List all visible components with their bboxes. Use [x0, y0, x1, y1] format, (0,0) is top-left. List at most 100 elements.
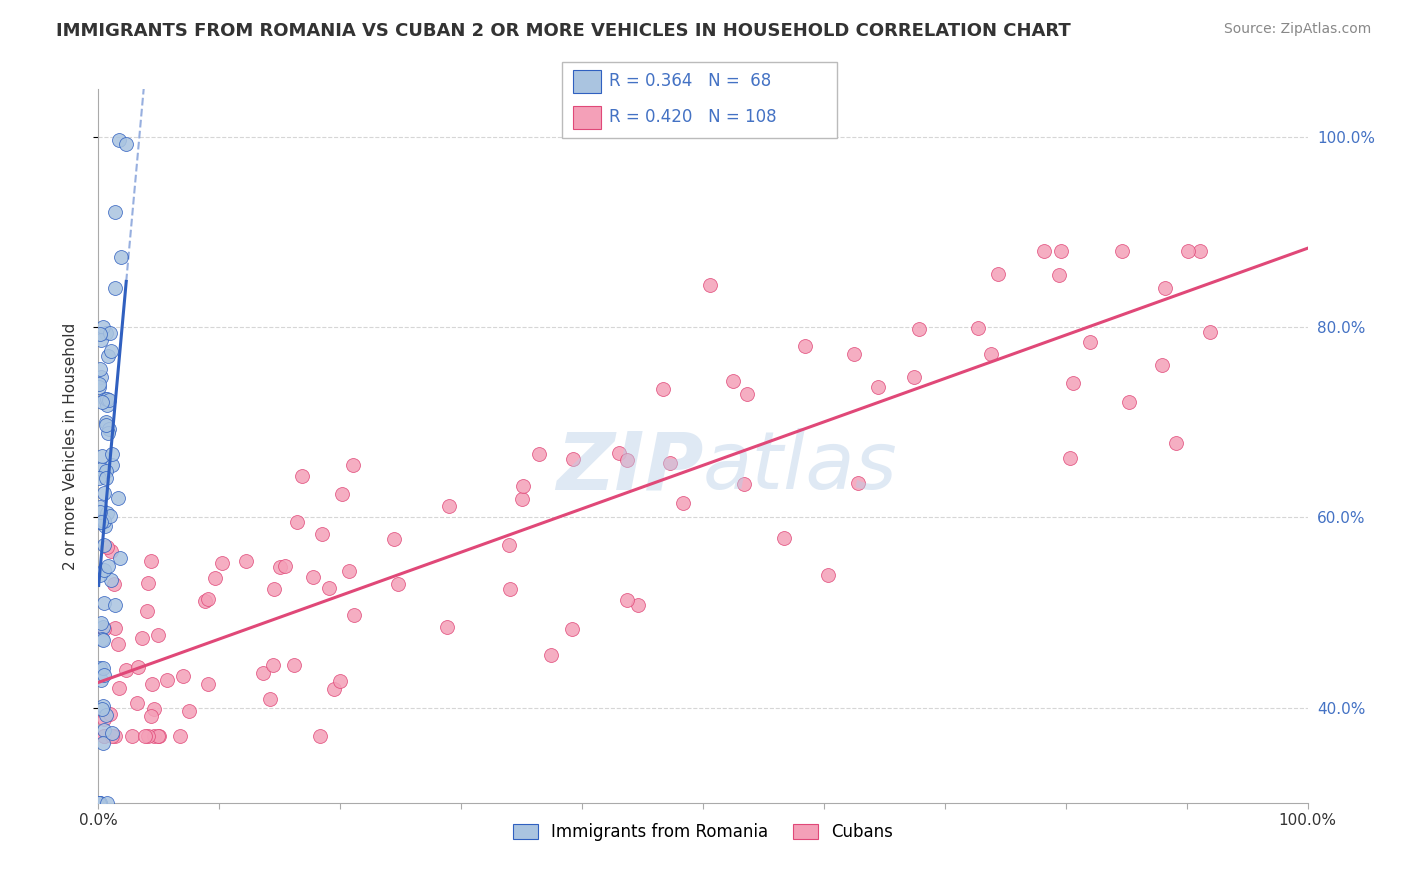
Point — [107, 637, 129, 651]
Point — [100, 725, 122, 739]
Point — [101, 458, 124, 472]
Point — [329, 673, 352, 688]
Point — [529, 447, 551, 461]
Point — [89, 505, 111, 519]
Y-axis label: 2 or more Vehicles in Household: 2 or more Vehicles in Household — [63, 322, 77, 570]
Point — [318, 581, 340, 595]
Point — [263, 582, 285, 596]
Point — [87, 516, 110, 530]
Point — [91, 620, 114, 634]
Point — [108, 133, 131, 147]
Point — [104, 598, 127, 612]
Point — [794, 339, 817, 353]
Point — [93, 729, 115, 743]
Point — [100, 574, 122, 588]
Point — [87, 380, 110, 394]
Point — [143, 729, 166, 743]
Point — [733, 477, 755, 491]
Point — [135, 604, 157, 618]
Point — [235, 554, 257, 568]
Point — [987, 267, 1010, 281]
Point — [134, 729, 156, 743]
Point — [96, 540, 118, 554]
Point — [91, 736, 114, 750]
Point — [96, 392, 118, 407]
Point — [1047, 268, 1070, 282]
Point — [343, 608, 366, 623]
Point — [1164, 436, 1187, 450]
Point — [1080, 335, 1102, 350]
Point — [87, 796, 110, 810]
Point — [91, 632, 114, 647]
Point — [90, 673, 112, 687]
Point — [283, 658, 305, 673]
Point — [96, 506, 118, 520]
Point — [93, 712, 115, 726]
Point — [93, 514, 115, 528]
Point — [980, 347, 1002, 361]
Point — [90, 333, 112, 347]
Point — [94, 415, 117, 429]
Point — [90, 370, 112, 384]
Point — [846, 476, 869, 491]
Point — [387, 577, 409, 591]
Point — [91, 702, 114, 716]
Point — [323, 681, 346, 696]
Point — [87, 470, 110, 484]
Point — [91, 661, 114, 675]
Point — [98, 509, 121, 524]
Point — [169, 729, 191, 743]
Point — [908, 321, 931, 335]
Text: atlas: atlas — [703, 428, 898, 507]
Point — [96, 326, 118, 340]
Point — [499, 582, 522, 596]
Point — [1059, 451, 1081, 466]
Point — [93, 729, 115, 743]
Point — [96, 796, 118, 810]
Point — [89, 326, 111, 341]
Point — [1189, 244, 1212, 258]
Point — [91, 395, 114, 409]
Point — [1032, 244, 1054, 258]
Point — [384, 533, 406, 547]
Point — [93, 668, 115, 682]
Point — [101, 447, 124, 461]
Point — [172, 669, 194, 683]
Point — [263, 657, 285, 672]
Point — [868, 380, 890, 394]
Point — [89, 361, 111, 376]
Point — [616, 452, 638, 467]
Point — [103, 577, 125, 591]
Point — [699, 277, 721, 292]
Point — [93, 596, 115, 610]
Point — [108, 550, 131, 565]
Text: R = 0.364   N =  68: R = 0.364 N = 68 — [609, 72, 772, 90]
Point — [107, 681, 129, 695]
Point — [194, 593, 217, 607]
Point — [672, 495, 695, 509]
Legend: Immigrants from Romania, Cubans: Immigrants from Romania, Cubans — [506, 817, 900, 848]
Point — [115, 137, 138, 152]
Point — [252, 666, 274, 681]
FancyBboxPatch shape — [562, 62, 837, 138]
Point — [723, 374, 745, 388]
Point — [148, 729, 170, 743]
Point — [89, 567, 111, 582]
Bar — [574, 70, 600, 93]
Point — [93, 623, 115, 637]
Point — [561, 452, 583, 467]
Point — [96, 398, 118, 412]
Point — [142, 702, 165, 716]
Point — [1050, 244, 1073, 258]
Point — [100, 544, 122, 558]
Point — [1199, 325, 1222, 339]
Text: IMMIGRANTS FROM ROMANIA VS CUBAN 2 OR MORE VEHICLES IN HOUSEHOLD CORRELATION CHA: IMMIGRANTS FROM ROMANIA VS CUBAN 2 OR MO… — [56, 22, 1071, 40]
Point — [211, 556, 233, 570]
Point — [273, 559, 295, 574]
Point — [115, 663, 138, 677]
Point — [90, 515, 112, 529]
Point — [607, 446, 630, 460]
Point — [842, 346, 865, 360]
Point — [104, 204, 127, 219]
Point — [127, 659, 149, 673]
